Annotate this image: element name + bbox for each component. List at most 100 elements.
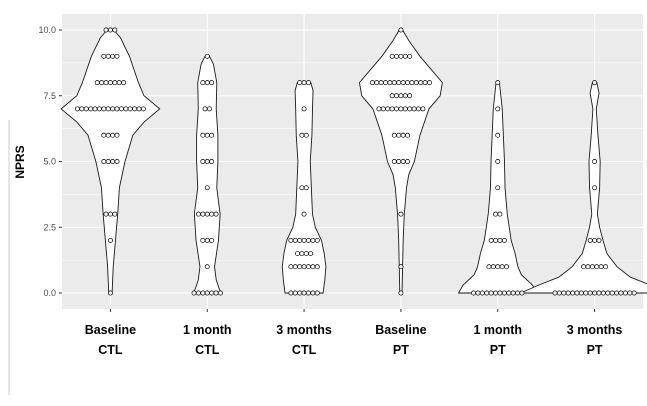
data-point <box>213 211 219 217</box>
data-point <box>299 185 305 191</box>
x-tick-label-line2: PT <box>393 343 409 357</box>
data-point <box>596 290 602 296</box>
data-point <box>510 290 516 296</box>
data-point <box>200 211 206 217</box>
data-point <box>409 80 415 86</box>
data-point <box>209 80 215 86</box>
data-point <box>209 237 215 243</box>
data-point <box>103 80 109 86</box>
x-tick-label-line2: CTL <box>292 343 317 357</box>
data-point <box>123 106 129 112</box>
data-point <box>587 237 593 243</box>
data-point <box>394 93 399 99</box>
data-point <box>204 211 210 217</box>
data-point <box>501 237 507 243</box>
data-point <box>556 290 562 296</box>
data-point <box>387 80 393 86</box>
data-point <box>493 290 498 296</box>
data-point <box>288 237 294 243</box>
data-point <box>301 264 307 270</box>
data-point <box>101 132 107 138</box>
data-point <box>308 251 314 256</box>
data-point <box>303 185 309 191</box>
data-point <box>402 106 408 112</box>
data-point <box>609 290 615 296</box>
data-point <box>301 290 307 296</box>
data-point <box>499 264 505 270</box>
data-point <box>411 106 417 112</box>
data-point <box>301 80 307 86</box>
data-point <box>105 132 111 138</box>
data-point <box>92 106 98 112</box>
data-point <box>389 53 395 59</box>
data-point <box>495 80 501 86</box>
x-tick-label-line2: CTL <box>98 343 123 357</box>
x-tick-label-line2: PT <box>490 343 506 357</box>
data-point <box>83 106 89 112</box>
data-point <box>213 290 219 296</box>
data-point <box>114 53 120 59</box>
data-point <box>416 106 421 112</box>
data-point <box>380 106 386 112</box>
data-point <box>504 264 509 270</box>
data-point <box>400 80 406 86</box>
data-point <box>101 53 107 59</box>
data-point <box>398 211 404 217</box>
data-point <box>310 290 316 296</box>
data-point <box>96 106 102 112</box>
data-point <box>301 106 307 112</box>
data-point <box>598 264 604 270</box>
data-point <box>418 80 424 86</box>
data-point <box>107 80 113 86</box>
data-point <box>394 106 399 112</box>
data-point <box>195 211 201 217</box>
data-point <box>101 159 107 164</box>
y-tick-label: 10.0 <box>38 25 56 35</box>
data-point <box>490 264 496 270</box>
data-point <box>583 290 589 296</box>
data-point <box>301 211 307 217</box>
data-point <box>585 264 591 270</box>
data-point <box>209 290 215 296</box>
data-point <box>383 80 388 86</box>
data-point <box>561 290 567 296</box>
data-point <box>488 237 494 243</box>
data-point <box>565 290 571 296</box>
data-point <box>475 290 481 296</box>
data-point <box>217 290 223 296</box>
x-tick-label-line1: 1 month <box>183 323 232 337</box>
data-point <box>114 106 120 112</box>
data-point <box>495 106 501 112</box>
data-point <box>400 132 406 138</box>
data-point <box>495 264 501 270</box>
data-point <box>314 237 320 243</box>
data-point <box>398 27 404 33</box>
data-point <box>552 290 558 296</box>
data-point <box>600 290 606 296</box>
y-axis-ticks: 0.0 2.5 5.0 7.5 10.0 <box>38 25 62 298</box>
data-point <box>391 80 397 86</box>
data-point <box>107 290 113 296</box>
data-point <box>578 290 584 296</box>
data-point <box>310 264 316 270</box>
data-point <box>592 159 598 164</box>
data-point <box>402 93 408 99</box>
data-point <box>396 159 402 164</box>
data-point <box>596 237 602 243</box>
data-point <box>519 290 525 296</box>
data-point <box>314 290 320 296</box>
data-point <box>391 132 397 138</box>
data-point <box>209 159 215 164</box>
data-point <box>297 80 303 86</box>
data-point <box>204 185 210 191</box>
data-point <box>306 237 311 243</box>
data-point <box>574 290 580 296</box>
data-point <box>74 106 80 112</box>
data-point <box>136 106 142 112</box>
x-tick-label-line2: CTL <box>195 343 220 357</box>
data-point <box>493 237 498 243</box>
data-point <box>389 106 395 112</box>
data-point <box>407 106 413 112</box>
data-point <box>303 132 309 138</box>
